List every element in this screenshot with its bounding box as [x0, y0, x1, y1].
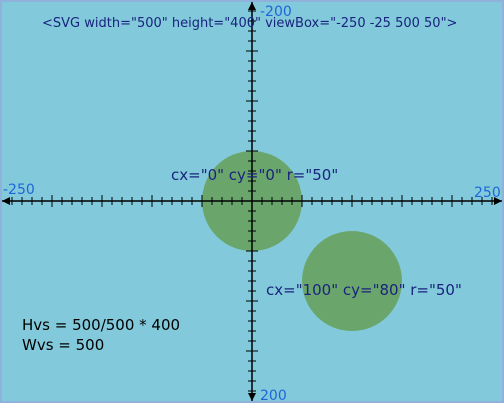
circle-origin-label: cx="0" cy="0" r="50"	[171, 166, 338, 184]
circle-offset-label: cx="100" cy="80" r="50"	[266, 281, 462, 299]
width-formula: Wvs = 500	[22, 336, 104, 354]
x-axis-min-label: -250	[3, 182, 35, 198]
svg-tag-caption: <SVG width="500" height="400" viewBox="-…	[42, 16, 457, 31]
y-axis-bottom-arrow-icon	[248, 393, 256, 401]
x-axis-max-label: 250	[474, 185, 501, 201]
x-axis-left-arrow-icon	[2, 197, 10, 205]
y-axis-max-label: 200	[260, 388, 287, 401]
y-axis-min-label: -200	[260, 4, 292, 20]
height-formula: Hvs = 500/500 * 400	[22, 316, 180, 334]
circle-offset	[302, 231, 402, 331]
x-axis-right-arrow-icon	[494, 197, 502, 205]
y-axis-top-arrow-icon	[248, 2, 256, 10]
axis-ticks	[11, 10, 493, 392]
